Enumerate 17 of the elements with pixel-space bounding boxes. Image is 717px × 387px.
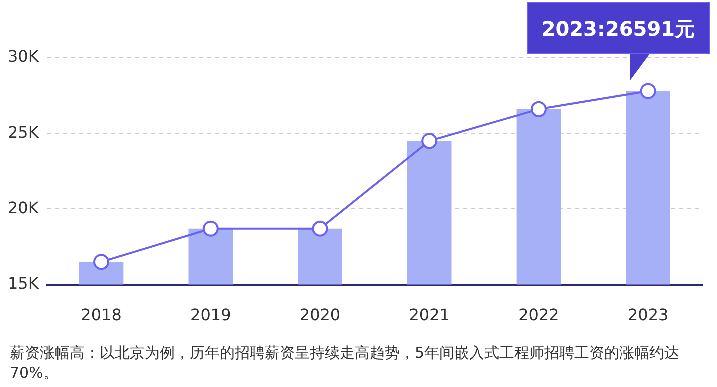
point: [94, 254, 110, 270]
x-tick-label: 2019: [190, 306, 232, 325]
text: 薪资涨幅高：以北京为例，历年的招聘薪资呈持续走高趋势，5年间嵌入式工程师招聘工资的涨幅约达70%。: [10, 343, 681, 383]
x-tick-label: 2018: [81, 306, 122, 325]
y-tick-label: 15K: [8, 274, 40, 293]
y-tick-label: 25K: [8, 122, 40, 142]
point: [530, 101, 547, 118]
point: [422, 133, 438, 150]
y-tick-label: 20K: [8, 198, 40, 218]
y-tick-label: 30K: [8, 47, 40, 66]
x-tick-label: 2021: [409, 306, 450, 325]
x-tick-label: 2022: [518, 306, 560, 325]
x-tick-label: 2020: [300, 306, 341, 325]
point: [202, 220, 219, 237]
point: [640, 83, 656, 100]
point: [312, 220, 328, 237]
x-tick-label: 2023: [628, 306, 669, 325]
